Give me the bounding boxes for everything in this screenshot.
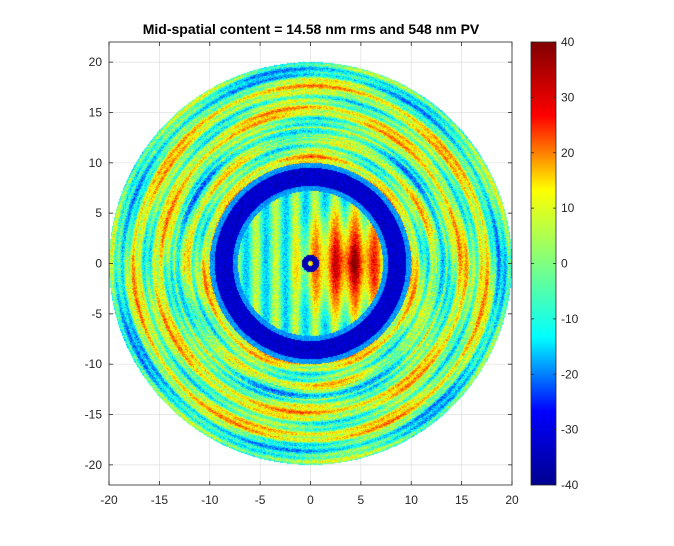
y-axis: -20 -15 -10 -5 0 5 10 15 20 — [85, 55, 512, 472]
x-tick-label: 10 — [405, 493, 419, 507]
colorbar-tick-label: 40 — [561, 35, 575, 49]
x-tick-label: -20 — [100, 493, 118, 507]
y-tick-label: -5 — [91, 307, 102, 321]
colorbar-tick-label: 30 — [561, 90, 575, 104]
colorbar: 40 30 20 10 0 -10 -20 -30 -40 — [530, 35, 579, 492]
chart-title: Mid-spatial content = 14.58 nm rms and 5… — [143, 21, 480, 37]
y-tick-label: 5 — [95, 206, 102, 220]
colorbar-tick-label: 20 — [561, 146, 575, 160]
x-tick-label: 5 — [358, 493, 365, 507]
x-tick-label: 20 — [505, 493, 519, 507]
x-axis: -20 -15 -10 -5 0 5 10 15 20 — [100, 42, 519, 507]
surface-heatmap — [109, 42, 512, 485]
x-tick-label: -5 — [255, 493, 266, 507]
colorbar-tick-label: 0 — [561, 257, 568, 271]
y-tick-label: -15 — [85, 408, 103, 422]
y-tick-label: 10 — [89, 156, 103, 170]
colorbar-tick-label: -30 — [561, 423, 579, 437]
x-tick-label: 15 — [455, 493, 469, 507]
colorbar-tick-label: 10 — [561, 201, 575, 215]
y-tick-label: -10 — [85, 357, 103, 371]
y-tick-label: -20 — [85, 458, 103, 472]
y-tick-label: 15 — [89, 105, 103, 119]
y-tick-label: 20 — [89, 55, 103, 69]
colorbar-gradient — [531, 42, 556, 485]
plot-area: -20 -15 -10 -5 0 5 10 15 20 -20 -15 -10 -5 0 5 10 15 20 — [85, 41, 519, 507]
colorbar-tick-label: -10 — [561, 312, 579, 326]
x-tick-label: -15 — [151, 493, 169, 507]
colorbar-tick-label: -40 — [561, 478, 579, 492]
x-tick-label: -10 — [201, 493, 219, 507]
colorbar-ticks: 40 30 20 10 0 -10 -20 -30 -40 — [531, 35, 579, 492]
x-tick-label: 0 — [307, 493, 314, 507]
colorbar-tick-label: -20 — [561, 367, 579, 381]
y-tick-label: 0 — [95, 257, 102, 271]
